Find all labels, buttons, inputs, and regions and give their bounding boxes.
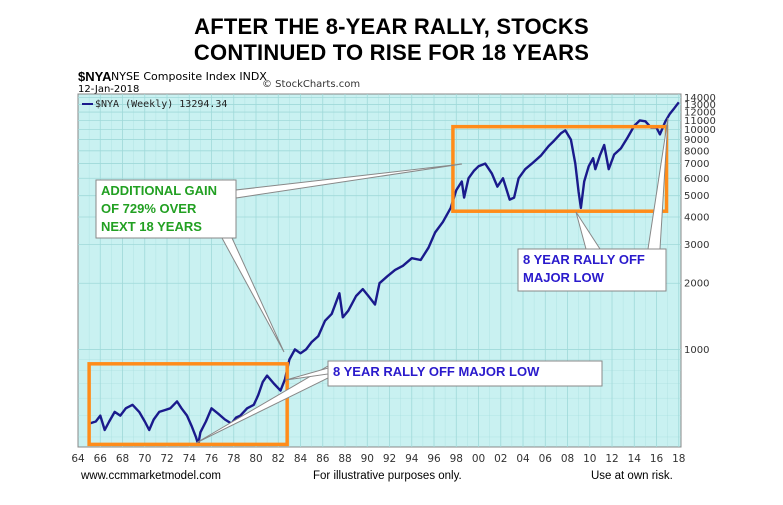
x-tick-label: 84 — [294, 453, 308, 465]
y-tick-label: 13000 — [684, 100, 716, 111]
x-tick-label: 76 — [205, 453, 219, 465]
annotation-text: 8 YEAR RALLY OFF MAJOR LOW — [333, 364, 540, 379]
nya-price-line — [88, 101, 680, 446]
annotation-text: ADDITIONAL GAIN — [101, 183, 217, 198]
ticker-symbol: $NYA — [78, 69, 112, 84]
footer-risk-note: Use at own risk. — [591, 470, 673, 482]
x-tick-label: 10 — [583, 453, 596, 465]
rally-box-1998-2016 — [451, 124, 669, 213]
annotation-text: 8 YEAR RALLY OFF — [523, 252, 645, 267]
callout-box — [95, 179, 237, 239]
x-tick-label: 78 — [227, 453, 240, 465]
x-tick-label: 06 — [539, 453, 553, 465]
x-tick-label: 16 — [650, 453, 664, 465]
y-tick-label: 2000 — [684, 279, 709, 290]
annotation-text: NEXT 18 YEARS — [101, 219, 202, 234]
chart-title-line1: AFTER THE 8-YEAR RALLY, STOCKS — [194, 14, 589, 39]
x-tick-label: 74 — [183, 453, 197, 465]
x-tick-label: 08 — [561, 453, 574, 465]
x-tick-label: 98 — [450, 453, 463, 465]
x-tick-label: 80 — [249, 453, 262, 465]
y-tick-label: 1000 — [684, 345, 709, 356]
index-name: NYSE Composite Index INDX — [111, 70, 267, 83]
y-tick-label: 8000 — [684, 146, 709, 157]
y-tick-label: 11000 — [684, 116, 716, 127]
y-tick-label: 9000 — [684, 135, 709, 146]
footer-website: www.ccmmarketmodel.com — [81, 470, 221, 482]
x-tick-label: 12 — [605, 453, 618, 465]
x-tick-label: 02 — [494, 453, 507, 465]
rally-box-1965-1982 — [87, 362, 289, 447]
annotation-text: MAJOR LOW — [523, 270, 605, 285]
y-tick-label: 6000 — [684, 174, 709, 185]
x-tick-label: 72 — [160, 453, 173, 465]
x-tick-label: 82 — [272, 453, 285, 465]
callout-box — [327, 360, 603, 387]
x-tick-label: 92 — [383, 453, 396, 465]
x-tick-label: 68 — [116, 453, 129, 465]
x-tick-label: 00 — [472, 453, 485, 465]
rally-callout-2017: 8 YEAR RALLY OFF MAJOR LOW — [517, 117, 669, 292]
footer-disclaimer: For illustrative purposes only. — [313, 470, 462, 482]
x-tick-label: 18 — [672, 453, 685, 465]
annotation-text: OF 729% OVER — [101, 201, 197, 216]
x-tick-label: 90 — [361, 453, 374, 465]
x-tick-label: 64 — [71, 453, 85, 465]
x-tick-label: 94 — [405, 453, 419, 465]
chart-date: 12-Jan-2018 — [78, 84, 140, 95]
callout-box — [517, 248, 667, 292]
y-tick-label: 4000 — [684, 213, 709, 224]
rally-callout-1982: 8 YEAR RALLY OFF MAJOR LOW — [195, 360, 603, 444]
y-tick-label: 3000 — [684, 240, 709, 251]
y-tick-label: 7000 — [684, 159, 709, 170]
x-tick-label: 88 — [338, 453, 351, 465]
x-tick-label: 70 — [138, 453, 151, 465]
x-tick-label: 86 — [316, 453, 330, 465]
x-tick-label: 04 — [516, 453, 530, 465]
gain-callout: ADDITIONAL GAIN OF 729% OVER NEXT 18 YEARS — [95, 163, 463, 353]
x-tick-label: 96 — [427, 453, 441, 465]
x-tick-label: 66 — [94, 453, 108, 465]
x-tick-label: 14 — [628, 453, 642, 465]
chart-title-line2: CONTINUED TO RISE FOR 18 YEARS — [193, 40, 590, 65]
y-tick-label: 10000 — [684, 125, 716, 136]
y-tick-label: 12000 — [684, 108, 716, 119]
source-credit: © StockCharts.com — [262, 79, 361, 90]
y-tick-label: 5000 — [684, 191, 709, 202]
y-tick-label: 14000 — [684, 93, 716, 104]
legend-label: $NYA (Weekly) 13294.34 — [95, 99, 227, 110]
